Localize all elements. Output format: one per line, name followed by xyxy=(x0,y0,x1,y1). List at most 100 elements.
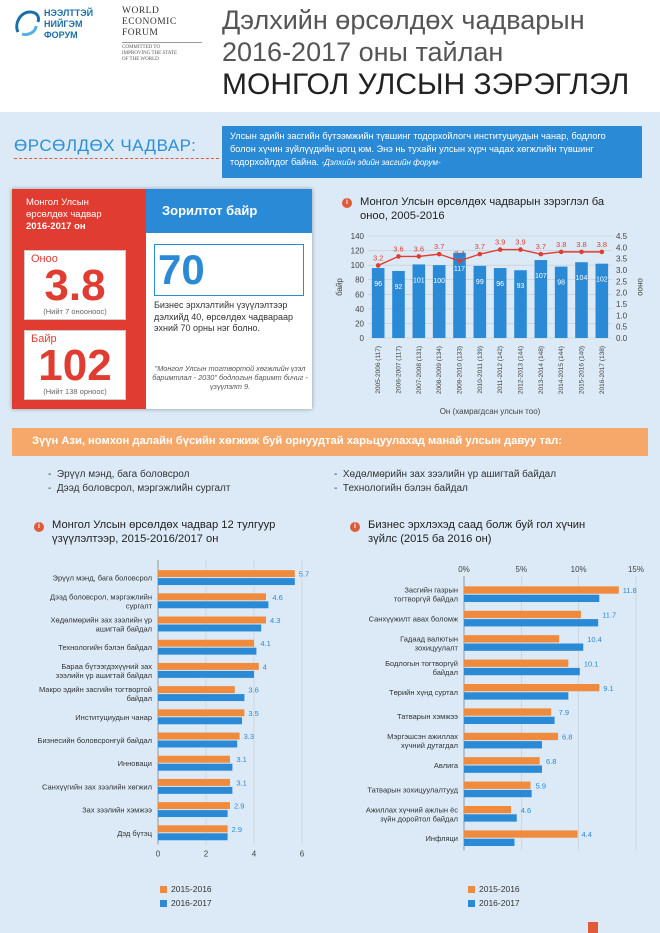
bar-2016 xyxy=(158,833,228,841)
rank-bar-label: 102 xyxy=(596,277,608,284)
bar-2015 xyxy=(158,732,240,740)
value-label: 3.1 xyxy=(236,755,246,764)
category-label: Гадаад валютын xyxy=(400,635,458,644)
bar-2016 xyxy=(158,694,245,702)
bar-2016 xyxy=(158,763,233,771)
rank-chart: 0 20 40 60 80 100 120 140 0.0 0.5 1.0 1.5 2.0 2.5 3.0 3… xyxy=(335,232,645,416)
open-society-swirl-icon xyxy=(15,10,40,36)
score-line xyxy=(377,248,602,267)
category-label: ашигтай байдал xyxy=(96,625,152,634)
value-label: 5.7 xyxy=(299,570,309,579)
category-label: зохицуулалт xyxy=(415,644,459,653)
obstacles-chart-title: Бизнес эрхлэхэд саад болж буй гол хүчин … xyxy=(368,518,585,546)
score-key: Оноо xyxy=(31,253,58,265)
heading-divider xyxy=(14,158,219,159)
card-label-line3: 2016-2017 он xyxy=(26,221,86,232)
rank-bar-label: 99 xyxy=(476,279,484,286)
value-label: 4.6 xyxy=(272,593,282,602)
category-label: Татварын зохицуулалтууд xyxy=(367,785,458,794)
x-tick-label: 2016-2017 (138) xyxy=(599,346,606,394)
category-label: Бодлогын тогтворгүй xyxy=(385,659,458,668)
value-label: 4 xyxy=(263,662,267,671)
x-tick-label: 2010-2011 (139) xyxy=(477,346,484,394)
y2-tick-label: 0.5 xyxy=(616,323,628,332)
score-point xyxy=(416,254,422,259)
value-label: 10.1 xyxy=(584,659,599,668)
bar-2015 xyxy=(158,755,230,763)
x-tick-label: 2 xyxy=(204,849,209,858)
x-tick-label: 2013-2014 (148) xyxy=(538,346,545,394)
score-label: 3.8 xyxy=(597,240,607,249)
score-note: (Нийт 7 онооноос) xyxy=(43,307,107,316)
score-box: Оноо 3.8 (Нийт 7 онооноос) xyxy=(24,250,126,320)
target-value: 70 xyxy=(158,246,205,293)
bar-2016 xyxy=(158,601,269,609)
advantage-item: - Дээд боловсрол, мэргэжлийн сургалт xyxy=(48,483,231,494)
card-label-line1: Монгол Улсын xyxy=(26,197,89,208)
category-label: Татварын хэмжээ xyxy=(397,712,458,721)
title-line1: Дэлхийн өрсөлдөх чадварын xyxy=(222,5,585,35)
advantages-list-right: - Хөдөлмөрийн зах зээлийн үр ашигтай бай… xyxy=(334,468,556,496)
x-tick-label: 2006-2007 (117) xyxy=(396,346,403,394)
x-tick-label: 2014-2015 (144) xyxy=(558,346,565,394)
bar-2016 xyxy=(464,667,580,676)
bar-2015 xyxy=(158,639,254,647)
x-tick-label: 4 xyxy=(252,849,257,858)
bar-2016 xyxy=(464,765,542,773)
x-tick-label: 6 xyxy=(300,849,305,858)
bar-2015 xyxy=(158,686,235,694)
score-point xyxy=(457,258,462,264)
wef-tag-line2: IMPROVING THE STATE xyxy=(122,51,178,56)
open-society-logo: НЭЭЛТТЭЙ НИЙГЭМ ФОРУМ xyxy=(12,6,102,46)
advantages-banner: Зүүн Ази, номхон далайн бүсийн хөгжиж бу… xyxy=(12,428,648,456)
wef-logo-line3: FORUM xyxy=(122,28,159,38)
bar-2016 xyxy=(158,578,295,586)
bar-2016 xyxy=(158,624,262,632)
bar-2016 xyxy=(464,619,599,627)
bar-2016 xyxy=(464,838,515,847)
value-label: 3.1 xyxy=(236,778,246,787)
x-tick-label: 15% xyxy=(628,565,644,574)
category-label: Инфляци xyxy=(426,834,458,843)
y2-tick-label: 0.0 xyxy=(616,334,628,343)
score-label: 3.7 xyxy=(434,242,444,251)
score-label: 3.8 xyxy=(556,240,566,249)
score-label: 3.9 xyxy=(495,238,505,247)
score-label: 3.6 xyxy=(393,244,403,253)
bar-2015 xyxy=(464,781,531,789)
wef-tag-line1: COMMITTED TO xyxy=(122,45,161,50)
rank-bar-label: 100 xyxy=(433,278,445,285)
category-label: Дээд боловсрол, мэргэжлийн xyxy=(50,592,152,601)
y2-tick-label: 4.0 xyxy=(616,243,628,252)
bar-2015 xyxy=(158,778,230,786)
value-label: 4.6 xyxy=(521,806,531,815)
rank-bar xyxy=(534,260,548,338)
target-header: Зорилтот байр xyxy=(146,189,312,233)
value-label: 4.3 xyxy=(270,616,280,625)
value-label: 3.3 xyxy=(244,732,254,741)
bar-2015 xyxy=(158,802,230,810)
rank-chart-title-line1: Монгол Улсын өрсөлдөх чадварын зэрэглэл … xyxy=(360,196,605,208)
legend-item-2016: 2016-2017 xyxy=(468,898,520,908)
category-label: Санхүүжилт авах боломж xyxy=(369,615,458,624)
score-label: 3.8 xyxy=(576,240,586,249)
bar-2015 xyxy=(158,825,228,833)
category-label: зээлийн үр ашигтай байдал xyxy=(56,671,152,680)
rank-bar xyxy=(432,265,446,338)
category-label: Эрүүл мэнд, бага боловсрол xyxy=(53,574,152,583)
x-tick-label: 2012-2013 (144) xyxy=(518,346,525,394)
rank-bar-label: 98 xyxy=(557,280,565,287)
rank-bar xyxy=(412,264,426,338)
y-tick-label: 40 xyxy=(355,305,364,314)
title-line2: 2016-2017 оны тайлан xyxy=(222,37,504,67)
x-tick-label: 0% xyxy=(458,565,470,574)
legend-item-2016: 2016-2017 xyxy=(160,898,212,908)
target-note: "Монгол Улсын тогтвортой хөгжлийн үзэл б… xyxy=(152,364,308,391)
bar-2015 xyxy=(158,709,245,717)
card-label-line2: өрсөлдөх чадвар xyxy=(26,209,102,220)
score-point xyxy=(396,254,401,259)
wef-tag-line3: OF THE WORLD xyxy=(122,57,159,62)
rank-note: (Нийт 138 орноос) xyxy=(43,387,107,396)
bar-2015 xyxy=(464,708,552,716)
